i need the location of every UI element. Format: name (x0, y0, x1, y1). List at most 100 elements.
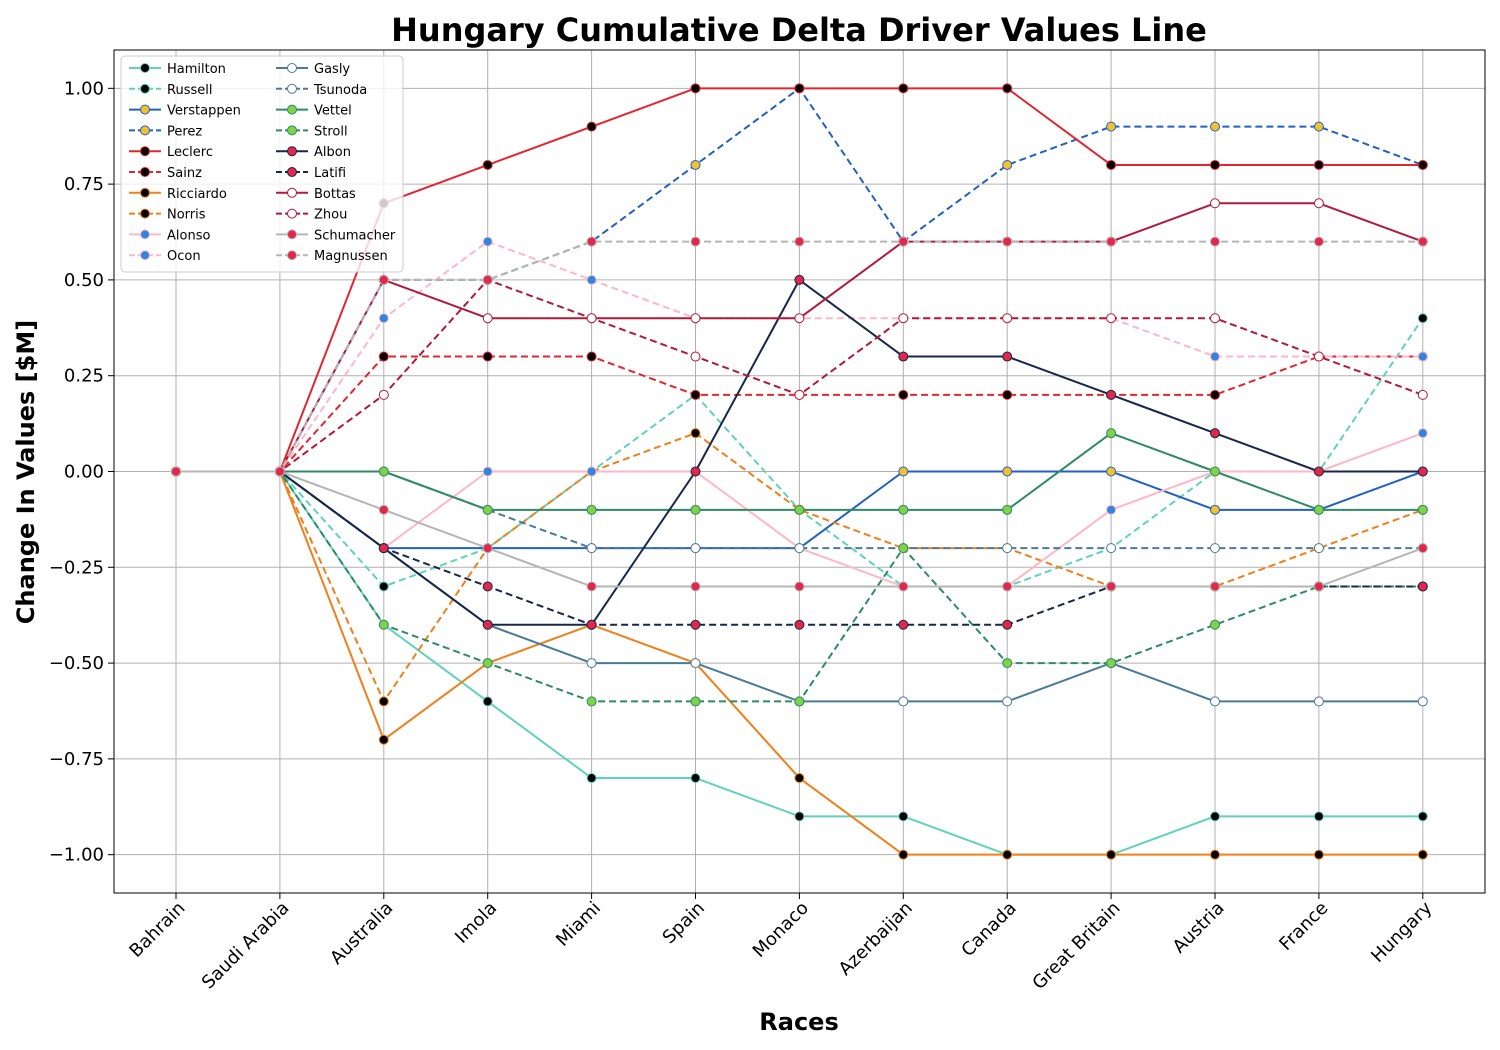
data-point (794, 811, 805, 822)
data-point (482, 466, 493, 477)
data-point (1417, 313, 1428, 324)
data-point (586, 121, 597, 132)
data-point (586, 274, 597, 285)
x-tick-label: Great Britain (1028, 898, 1124, 994)
data-point (482, 696, 493, 707)
legend-entry: Schumacher (276, 228, 396, 243)
data-point (898, 236, 909, 247)
x-tick-label: Monaco (749, 898, 813, 962)
data-point (690, 504, 701, 515)
data-point (482, 351, 493, 362)
data-point (378, 466, 389, 477)
data-point (1313, 159, 1324, 170)
data-point (1417, 849, 1428, 860)
legend-label: Norris (167, 208, 206, 223)
x-tick-label: Australia (326, 898, 397, 969)
data-point (898, 696, 909, 707)
legend-label: Albon (314, 145, 351, 160)
data-point (1002, 313, 1013, 324)
data-point (1210, 428, 1220, 439)
data-point (482, 236, 493, 247)
legend-label: Bottas (314, 187, 356, 202)
data-point (690, 428, 701, 439)
data-point (1106, 658, 1117, 669)
x-tick-label: Azerbaijan (835, 898, 917, 980)
data-point (898, 389, 909, 400)
data-point (586, 351, 597, 362)
data-point (378, 734, 389, 745)
data-point (586, 696, 597, 707)
legend-swatch-marker (287, 146, 297, 157)
series-magnussen (171, 236, 1428, 477)
data-point (898, 313, 909, 324)
legend-entry: Perez (129, 124, 202, 139)
data-point (1210, 198, 1220, 209)
data-point (1210, 159, 1220, 170)
x-tick-label: Miami (552, 898, 605, 951)
y-axis-ticks: 1.00 0.75 0.50 0.25 0.00 −0.25 −0.50 −0.75 −1.00 (49, 78, 114, 866)
data-point (1210, 389, 1220, 400)
data-point (690, 658, 701, 669)
data-point (1313, 543, 1324, 554)
data-point (898, 811, 909, 822)
legend-entry: Tsunoda (276, 83, 367, 98)
data-point (482, 313, 493, 324)
data-point (1210, 466, 1220, 477)
data-point (1417, 696, 1428, 707)
data-point (794, 274, 805, 285)
data-point (690, 619, 701, 630)
data-point (378, 696, 389, 707)
data-point (1417, 428, 1428, 439)
legend-entry: Russell (129, 83, 212, 98)
data-point (794, 504, 805, 515)
data-point (690, 236, 701, 247)
legend-swatch-marker (287, 208, 297, 219)
data-point (1210, 811, 1220, 822)
data-point (794, 236, 805, 247)
data-point (586, 236, 597, 247)
x-tick-label: Bahrain (125, 898, 189, 962)
data-point (690, 389, 701, 400)
data-point (586, 543, 597, 554)
data-point (898, 466, 909, 477)
data-point (586, 313, 597, 324)
data-point (482, 658, 493, 669)
data-point (1002, 466, 1013, 477)
legend-swatch-marker (287, 63, 297, 73)
data-point (482, 274, 493, 285)
legend-swatch-marker (287, 250, 297, 261)
data-point (690, 83, 701, 94)
data-point (1106, 428, 1117, 439)
data-point (1002, 543, 1013, 554)
data-point (794, 543, 805, 554)
data-point (1002, 581, 1013, 592)
data-point (1210, 849, 1220, 860)
data-point (690, 351, 701, 362)
data-point (794, 581, 805, 592)
data-point (1313, 696, 1324, 707)
data-point (378, 389, 389, 400)
x-tick-label: Imola (451, 898, 501, 948)
legend-entry: Zhou (276, 208, 347, 223)
data-point (794, 83, 805, 94)
y-tick-label: −0.50 (49, 653, 104, 674)
data-point (1002, 389, 1013, 400)
legend-swatch-marker (140, 104, 150, 115)
data-point (482, 504, 493, 515)
data-point (1210, 121, 1220, 132)
legend-entry: Vettel (276, 104, 352, 119)
legend-label: Schumacher (314, 228, 396, 243)
x-tick-label: Hungary (1367, 897, 1436, 966)
legend-label: Tsunoda (313, 83, 367, 98)
legend-swatch-marker (287, 187, 297, 198)
data-point (1210, 619, 1220, 630)
legend-entry: Sainz (129, 166, 202, 181)
data-point (378, 504, 389, 515)
legend-entry: Leclerc (129, 145, 213, 160)
y-tick-label: 0.25 (64, 366, 104, 387)
legend-label: Latifi (314, 166, 346, 181)
data-point (1210, 351, 1220, 362)
legend-swatch-marker (140, 250, 150, 261)
legend-label: Hamilton (167, 62, 226, 77)
